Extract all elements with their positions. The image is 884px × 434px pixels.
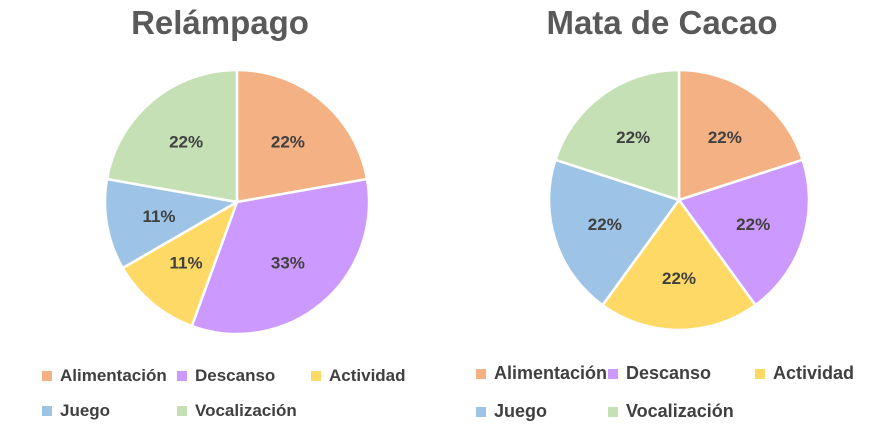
pie-slice-juego: [103, 177, 241, 270]
chart-mata-de-cacao: Mata de Cacao 22% 22% 22% 22% 22% Alimentaci…: [440, 0, 884, 434]
data-label-vocalizacion: 22%: [616, 128, 650, 147]
pie-slice-descanso: [190, 177, 371, 336]
pie-slice-alimentacion: [235, 68, 369, 204]
data-label-alimentacion: 22%: [708, 128, 742, 147]
data-label-descanso: 22%: [736, 215, 770, 234]
chart-title: Mata de Cacao: [546, 4, 778, 41]
data-label-juego: 11%: [142, 207, 175, 226]
data-label-actividad: 22%: [662, 269, 696, 288]
pie-slice-vocalizacion: [105, 68, 239, 204]
pie-chart-mata-de-cacao: 22% 22% 22% 22% 22%: [547, 68, 811, 332]
chart-relampago: Relámpago 22% 33% 11% 11% 22% Alimentación D…: [0, 0, 440, 434]
pie-slice-actividad: [600, 197, 758, 332]
data-label-descanso: 33%: [271, 254, 305, 273]
pie-chart-relampago: 22% 33% 11% 11% 22%: [103, 68, 371, 336]
pie-slice-actividad: [120, 199, 240, 328]
pie-slice-alimentacion: [677, 68, 805, 202]
pie-slice-vocalizacion: [553, 68, 681, 202]
pie-slice-juego: [547, 158, 682, 307]
chart-title: Relámpago: [131, 4, 309, 41]
data-label-actividad: 11%: [170, 254, 203, 273]
data-label-vocalizacion: 22%: [169, 132, 203, 151]
data-label-juego: 22%: [588, 215, 622, 234]
pie-slice-descanso: [676, 158, 811, 307]
data-label-alimentacion: 22%: [271, 132, 305, 151]
